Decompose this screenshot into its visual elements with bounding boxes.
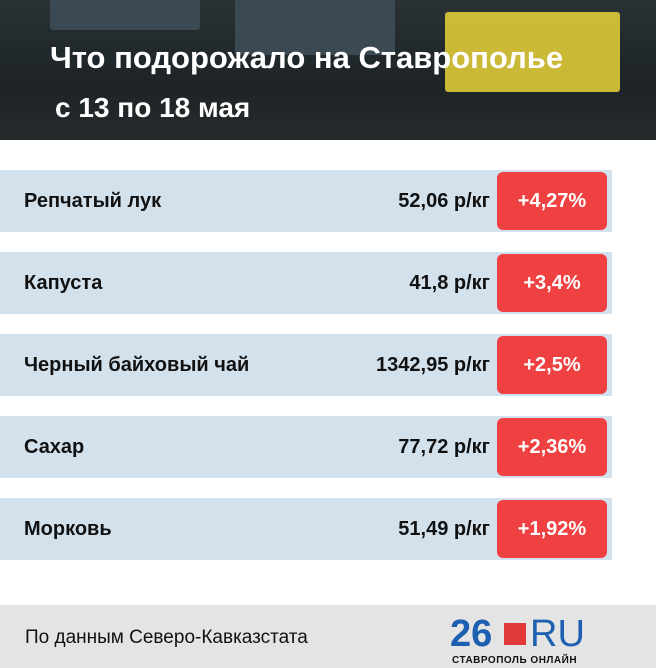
table-row: Морковь 51,49 р/кг +1,92% — [0, 498, 612, 560]
product-name: Морковь — [24, 518, 112, 540]
logo-square — [504, 623, 526, 645]
table-row: Репчатый лук 52,06 р/кг +4,27% — [0, 170, 612, 232]
product-price: 1342,95 р/кг — [376, 354, 490, 376]
product-name: Черный байховый чай — [24, 354, 250, 376]
title: Что подорожало на Ставрополье — [50, 40, 564, 75]
product-name: Сахар — [24, 436, 85, 458]
product-name: Капуста — [24, 272, 103, 294]
logo-caption: СТАВРОПОЛЬ ОНЛАЙН — [452, 655, 578, 666]
price-change: +3,4% — [497, 254, 607, 312]
footer: По данным Северо-Кавказстата 26 RU СТАВР… — [0, 605, 656, 668]
product-price: 77,72 р/кг — [398, 436, 490, 458]
table-row: Черный байховый чай 1342,95 р/кг +2,5% — [0, 334, 612, 396]
price-tag — [445, 12, 620, 92]
price-change: +2,5% — [497, 336, 607, 394]
product-price: 52,06 р/кг — [398, 190, 490, 212]
source: По данным Северо-Кавказстата — [25, 627, 308, 648]
logo-number: 26 — [450, 613, 493, 655]
price-change: +1,92% — [497, 500, 607, 558]
subtitle: с 13 по 18 мая — [55, 92, 251, 123]
price-tag — [50, 0, 200, 30]
table-row: Капуста 41,8 р/кг +3,4% — [0, 252, 612, 314]
price-tag — [235, 0, 395, 55]
product-price: 41,8 р/кг — [409, 272, 490, 294]
price-change: +4,27% — [497, 172, 607, 230]
logo-domain: RU — [530, 613, 585, 655]
header-photo: Что подорожало на Ставрополье с 13 по 18… — [0, 0, 656, 140]
product-name: Репчатый лук — [24, 190, 162, 212]
table-row: Сахар 77,72 р/кг +2,36% — [0, 416, 612, 478]
product-price: 51,49 р/кг — [398, 518, 490, 540]
price-change: +2,36% — [497, 418, 607, 476]
